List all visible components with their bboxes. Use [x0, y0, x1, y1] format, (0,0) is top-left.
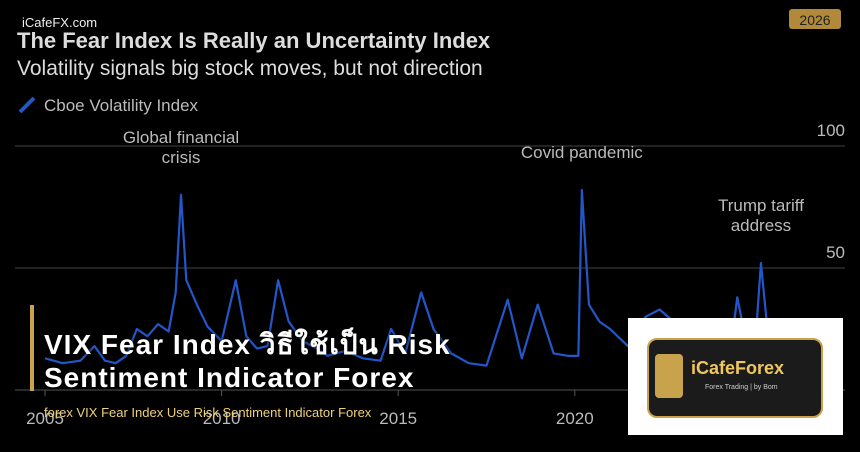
badge-bg	[789, 9, 841, 29]
logo-box: iCafeForex Forex Trading | by Bom	[628, 318, 843, 435]
chart-title: The Fear Index Is Really an Uncertainty …	[17, 28, 491, 53]
logo-text: iCafeForex	[691, 358, 785, 378]
accent-bar	[30, 305, 34, 391]
y-tick-label: 50	[826, 243, 845, 262]
x-tick-label: 2005	[26, 409, 64, 428]
x-tick-label: 2015	[379, 409, 417, 428]
badge: 2026	[799, 12, 830, 28]
x-tick-label: 2020	[556, 409, 594, 428]
line	[44, 188, 771, 367]
legend-label: Cboe Volatility Index	[44, 96, 199, 115]
site-name: iCafeFX.com	[22, 15, 97, 30]
logo-shield	[655, 354, 683, 398]
chart-subtitle: Volatility signals big stock moves, but …	[17, 57, 483, 80]
headline: VIX Fear Index วิธีใช้เป็น Risk	[44, 329, 451, 360]
headline: Sentiment Indicator Forex	[44, 362, 415, 393]
logo-tagline: Forex Trading | by Bom	[705, 384, 778, 391]
annotation: Global financial crisis	[123, 128, 239, 167]
x-tick-label: 2010	[203, 409, 241, 428]
caption: forex VIX Fear Index Use Risk Sentiment …	[44, 405, 372, 420]
annotation: Covid pandemic	[521, 143, 643, 162]
legend-swatch	[18, 96, 36, 114]
y-tick-label: 100	[817, 121, 845, 140]
logo-card: iCafeForex Forex Trading | by Bom	[647, 338, 823, 418]
annotation: Trump tariff address	[718, 196, 804, 235]
